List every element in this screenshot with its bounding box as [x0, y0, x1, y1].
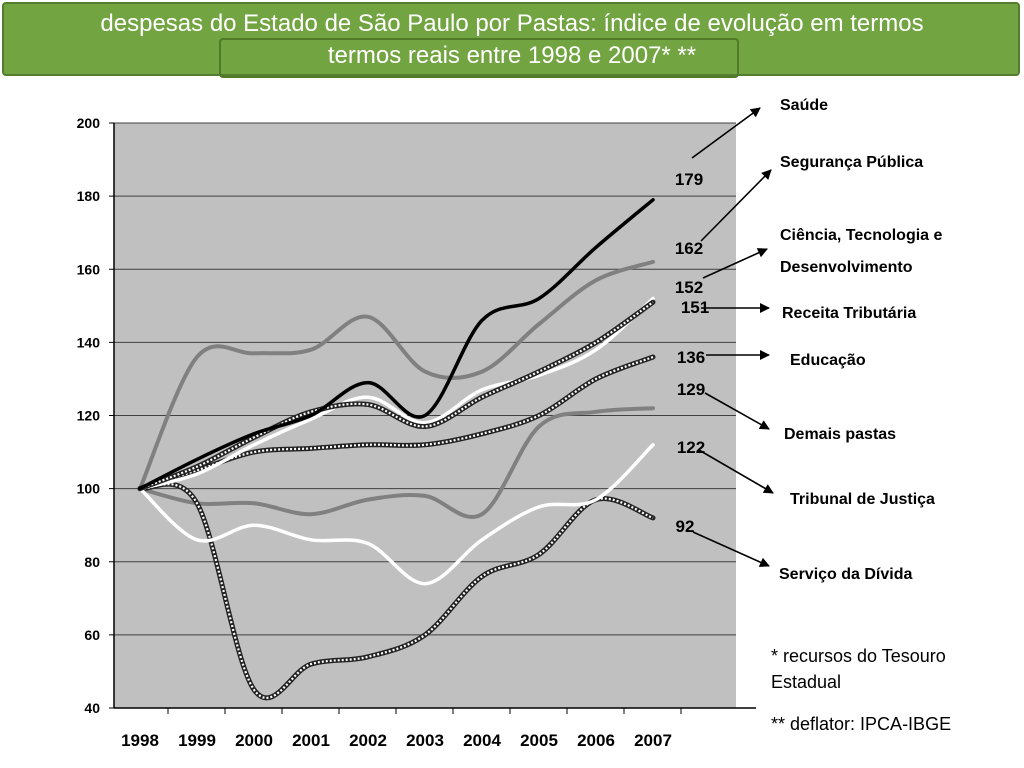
x-tick-label-2007: 2007	[634, 731, 672, 750]
chart-frame: 40 60 80 100 120 140 160 180 200 1998 1999 2000 2001…	[47, 81, 1002, 751]
legend-label-educacao: Educação	[790, 352, 866, 369]
series-line-receita-tributaria	[137, 299, 656, 492]
legend-arrow-demais-pastas	[704, 392, 770, 430]
end-value-label-educacao: 136	[677, 348, 705, 367]
series-line-tribunal-de-justica	[138, 443, 655, 586]
series-line-educacao-hatch	[139, 355, 654, 490]
end-value-label-demais-pastas: 129	[677, 380, 705, 399]
footnote-tesouro: * recursos do Tesouro Estadual	[771, 646, 946, 692]
series-line-seguranca-publica	[138, 259, 655, 491]
y-tick-label-200: 200	[77, 115, 101, 131]
legend-arrow-servico-da-divida	[692, 531, 770, 567]
legend-label-seguranca-publica: Segurança Pública	[780, 154, 923, 171]
x-tick-label-1999: 1999	[178, 731, 216, 750]
y-tick-label-180: 180	[77, 188, 101, 204]
y-tick-label-40: 40	[84, 700, 100, 716]
end-value-label-tribunal-de-justica: 122	[677, 438, 705, 457]
end-value-label-receita-tributaria: 151	[681, 298, 709, 317]
line-chart: 40 60 80 100 120 140 160 180 200 1998 1999 2000 2001…	[77, 97, 943, 750]
legend-label-ciencia-tecnologia-e-desenvolvimento-line-2: Desenvolvimento	[780, 259, 913, 276]
legend-label-demais-pastas: Demais pastas	[784, 426, 896, 443]
title-banner	[2, 2, 1020, 78]
series-line-ciencia-tecnologia-e-desenvolvimento	[138, 296, 655, 491]
x-tick-label-2003: 2003	[406, 731, 444, 750]
legend-label-servico-da-divida: Serviço da Dívida	[779, 566, 912, 583]
footnote-deflator: ** deflator: IPCA-IBGE	[771, 714, 952, 734]
y-tick-label-160: 160	[77, 261, 101, 277]
y-tick-label-60: 60	[84, 627, 100, 643]
series-line-saude	[138, 198, 655, 491]
x-tick-label-2005: 2005	[520, 731, 558, 750]
chart-title-line-1: despesas do Estado de São Paulo por Past…	[100, 10, 924, 37]
x-tick-label-2000: 2000	[235, 731, 273, 750]
legend-arrow-tribunal-de-justica	[698, 449, 774, 494]
y-tick-label-80: 80	[84, 554, 100, 570]
end-value-label-servico-da-divida: 92	[676, 517, 695, 536]
end-value-label-seguranca-publica: 162	[675, 239, 703, 258]
legend-arrow-ciencia-tecnologia-e-desenvolvimento	[702, 248, 768, 279]
end-value-label-saude: 179	[675, 170, 703, 189]
x-tick-label-1998: 1998	[121, 731, 159, 750]
y-tick-label-120: 120	[77, 408, 101, 424]
legend-label-saude: Saúde	[780, 97, 828, 114]
title-inner-box	[219, 38, 739, 78]
end-value-label-ciencia-tecnologia-e-desenvolvimento: 152	[675, 278, 703, 297]
legend-arrow-saude	[691, 107, 761, 159]
legend-label-ciencia-tecnologia-e-desenvolvimento-line-1: Ciência, Tecnologia e	[780, 227, 943, 244]
series-line-servico-da-divida-hatch	[139, 483, 654, 699]
legend-arrow-seguranca-publica	[700, 169, 772, 242]
legend-label-tribunal-de-justica: Tribunal de Justiça	[790, 491, 935, 508]
x-tick-label-2001: 2001	[292, 731, 330, 750]
y-tick-label-140: 140	[77, 334, 101, 350]
legend-label-receita-tributaria: Receita Tributária	[782, 305, 916, 322]
y-tick-label-100: 100	[77, 481, 101, 497]
series-line-demais-pastas	[138, 406, 655, 519]
x-tick-label-2004: 2004	[463, 731, 501, 750]
x-tick-label-2002: 2002	[349, 731, 387, 750]
chart-title-line-2: termos reais entre 1998 e 2007* **	[327, 42, 697, 69]
x-tick-label-2006: 2006	[577, 731, 615, 750]
